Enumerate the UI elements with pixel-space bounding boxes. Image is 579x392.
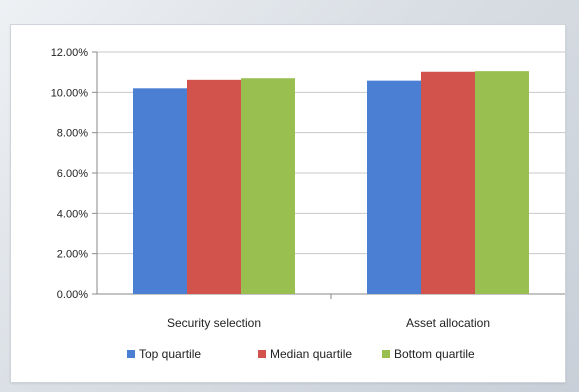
bar-top-quartile [367,80,421,295]
bar-bottom-quartile [241,78,295,294]
legend-label: Bottom quartile [394,347,475,361]
legend-swatch [127,350,135,358]
y-tick-label: 12.00% [51,47,89,59]
y-tick-label: 2.00% [57,249,88,261]
y-axis-ticks: 0.00% 2.00% 4.00% 6.00% 8.00% 10.00% 12.00% [51,47,98,301]
y-tick-label: 6.00% [57,168,88,180]
legend-label: Median quartile [270,347,352,361]
x-category-label: Security selection [167,316,261,330]
legend-swatch [258,350,266,358]
y-tick-label: 10.00% [51,87,89,99]
bar-median-quartile [187,79,241,294]
legend: Top quartile Median quartile Bottom quarti… [127,347,475,361]
y-tick-label: 8.00% [57,128,88,140]
legend-swatch [382,350,390,358]
y-tick-label: 4.00% [57,208,88,220]
bar-median-quartile [421,71,475,294]
bars [133,71,529,295]
bar-top-quartile [133,88,187,294]
legend-label: Top quartile [139,347,201,361]
y-tick-label: 0.00% [57,289,88,301]
bar-bottom-quartile [475,71,529,295]
x-category-label: Asset allocation [406,316,490,330]
x-axis: Security selection Asset allocation [167,294,490,330]
